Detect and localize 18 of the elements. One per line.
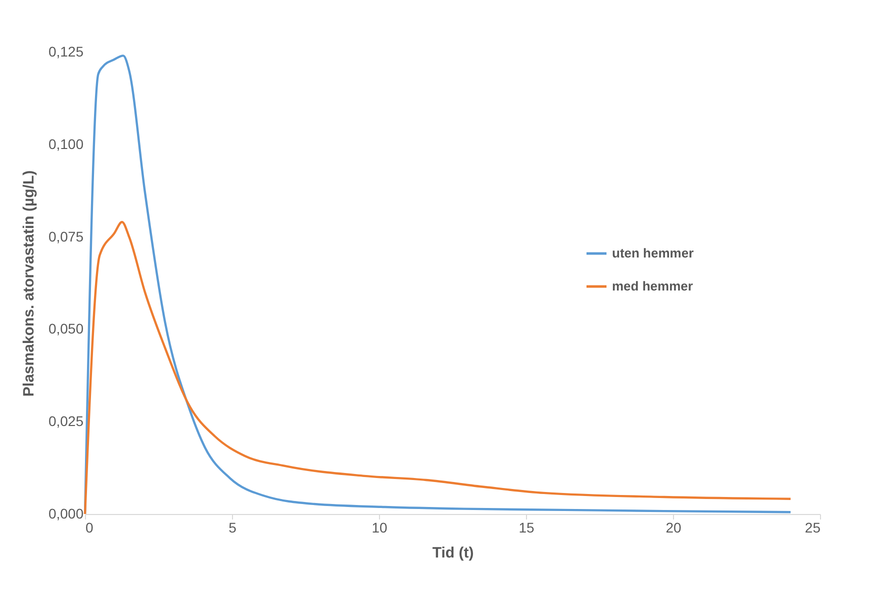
y-tick-label: 0,075 bbox=[48, 228, 84, 244]
legend-label: med hemmer bbox=[612, 278, 693, 294]
x-tick-label: 0 bbox=[86, 520, 94, 536]
x-axis-title: Tid (t) bbox=[432, 544, 474, 562]
y-tick-label: 0,025 bbox=[48, 413, 84, 430]
line-series bbox=[84, 220, 792, 516]
y-tick-label: 0,125 bbox=[48, 44, 84, 60]
y-tick-label: 0,000 bbox=[48, 506, 84, 522]
x-tick-label: 10 bbox=[372, 520, 388, 536]
x-tick-label: 25 bbox=[804, 520, 821, 536]
y-tick-label: 0,050 bbox=[48, 320, 84, 337]
line-series bbox=[84, 54, 792, 516]
y-tick-label: 0,100 bbox=[48, 136, 84, 152]
x-tick-label: 5 bbox=[228, 520, 237, 536]
y-axis-title: Plasmakons. atorvastatin (µg/L) bbox=[20, 170, 38, 397]
x-tick-label: 20 bbox=[666, 520, 682, 536]
legend-label: uten hemmer bbox=[612, 246, 694, 260]
x-tick-label: 15 bbox=[518, 520, 534, 536]
